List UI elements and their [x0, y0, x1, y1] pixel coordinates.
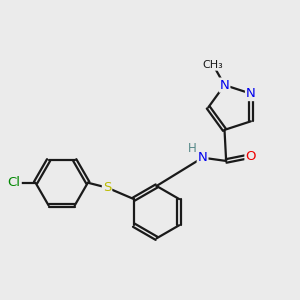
Text: N: N	[220, 79, 230, 92]
Text: Cl: Cl	[8, 176, 21, 189]
Text: N: N	[198, 151, 208, 164]
Text: S: S	[103, 181, 111, 194]
Text: H: H	[188, 142, 197, 155]
Text: CH₃: CH₃	[203, 60, 224, 70]
Text: O: O	[245, 149, 256, 163]
Text: N: N	[246, 87, 256, 100]
